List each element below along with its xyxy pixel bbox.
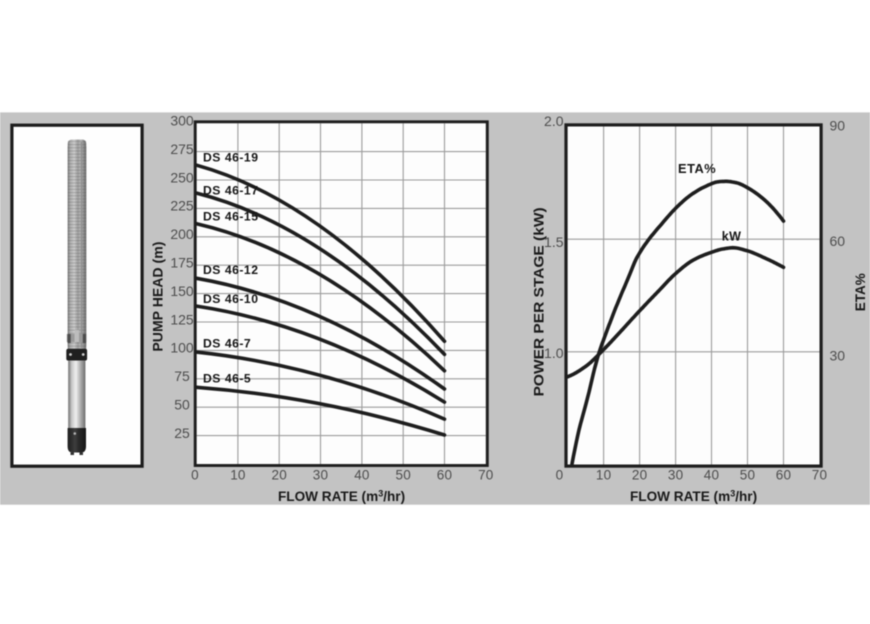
svg-text:70: 70 bbox=[812, 468, 827, 483]
svg-text:10: 10 bbox=[230, 468, 245, 483]
svg-text:PUMP HEAD (m): PUMP HEAD (m) bbox=[149, 242, 165, 352]
svg-text:1.5: 1.5 bbox=[544, 234, 564, 250]
svg-text:50: 50 bbox=[395, 468, 410, 483]
svg-text:DS 46-19: DS 46-19 bbox=[203, 151, 259, 165]
svg-text:70: 70 bbox=[478, 468, 493, 483]
svg-text:POWER PER STAGE (kW): POWER PER STAGE (kW) bbox=[530, 207, 546, 396]
svg-text:DS 46-5: DS 46-5 bbox=[203, 372, 251, 386]
svg-text:60: 60 bbox=[437, 468, 452, 483]
svg-text:DS 46-15: DS 46-15 bbox=[203, 210, 259, 224]
svg-text:20: 20 bbox=[271, 468, 286, 483]
svg-text:DS 46-7: DS 46-7 bbox=[203, 337, 251, 351]
svg-text:ETA%: ETA% bbox=[852, 273, 868, 312]
svg-text:150: 150 bbox=[170, 283, 194, 299]
svg-text:1.0: 1.0 bbox=[544, 345, 564, 361]
svg-text:25: 25 bbox=[174, 425, 190, 441]
svg-text:50: 50 bbox=[740, 468, 755, 483]
svg-text:75: 75 bbox=[174, 368, 190, 384]
svg-text:90: 90 bbox=[830, 118, 846, 134]
svg-text:60: 60 bbox=[776, 468, 791, 483]
svg-text:DS 46-10: DS 46-10 bbox=[203, 292, 259, 306]
svg-text:20: 20 bbox=[632, 468, 647, 483]
svg-text:125: 125 bbox=[170, 311, 194, 327]
svg-text:100: 100 bbox=[170, 340, 194, 356]
svg-text:FLOW RATE (m3/hr): FLOW RATE (m3/hr) bbox=[278, 489, 405, 505]
svg-text:275: 275 bbox=[170, 141, 194, 157]
svg-text:0: 0 bbox=[556, 468, 564, 483]
svg-text:175: 175 bbox=[170, 255, 194, 271]
svg-text:ETA%: ETA% bbox=[678, 161, 716, 176]
svg-text:2.0: 2.0 bbox=[544, 113, 564, 129]
svg-text:0: 0 bbox=[191, 468, 199, 483]
svg-text:200: 200 bbox=[170, 226, 194, 242]
svg-text:300: 300 bbox=[170, 113, 194, 129]
svg-text:FLOW RATE (m3/hr): FLOW RATE (m3/hr) bbox=[630, 489, 757, 505]
svg-text:30: 30 bbox=[313, 468, 328, 483]
svg-text:50: 50 bbox=[174, 397, 190, 413]
svg-text:30: 30 bbox=[668, 468, 683, 483]
svg-text:60: 60 bbox=[830, 233, 846, 249]
svg-text:kW: kW bbox=[722, 230, 742, 244]
svg-text:250: 250 bbox=[170, 169, 194, 185]
svg-text:10: 10 bbox=[596, 468, 611, 483]
svg-text:DS 46-17: DS 46-17 bbox=[203, 184, 259, 198]
svg-text:225: 225 bbox=[170, 198, 194, 214]
svg-text:30: 30 bbox=[830, 347, 846, 363]
svg-text:DS 46-12: DS 46-12 bbox=[203, 263, 259, 277]
svg-text:40: 40 bbox=[354, 468, 369, 483]
svg-text:40: 40 bbox=[704, 468, 719, 483]
